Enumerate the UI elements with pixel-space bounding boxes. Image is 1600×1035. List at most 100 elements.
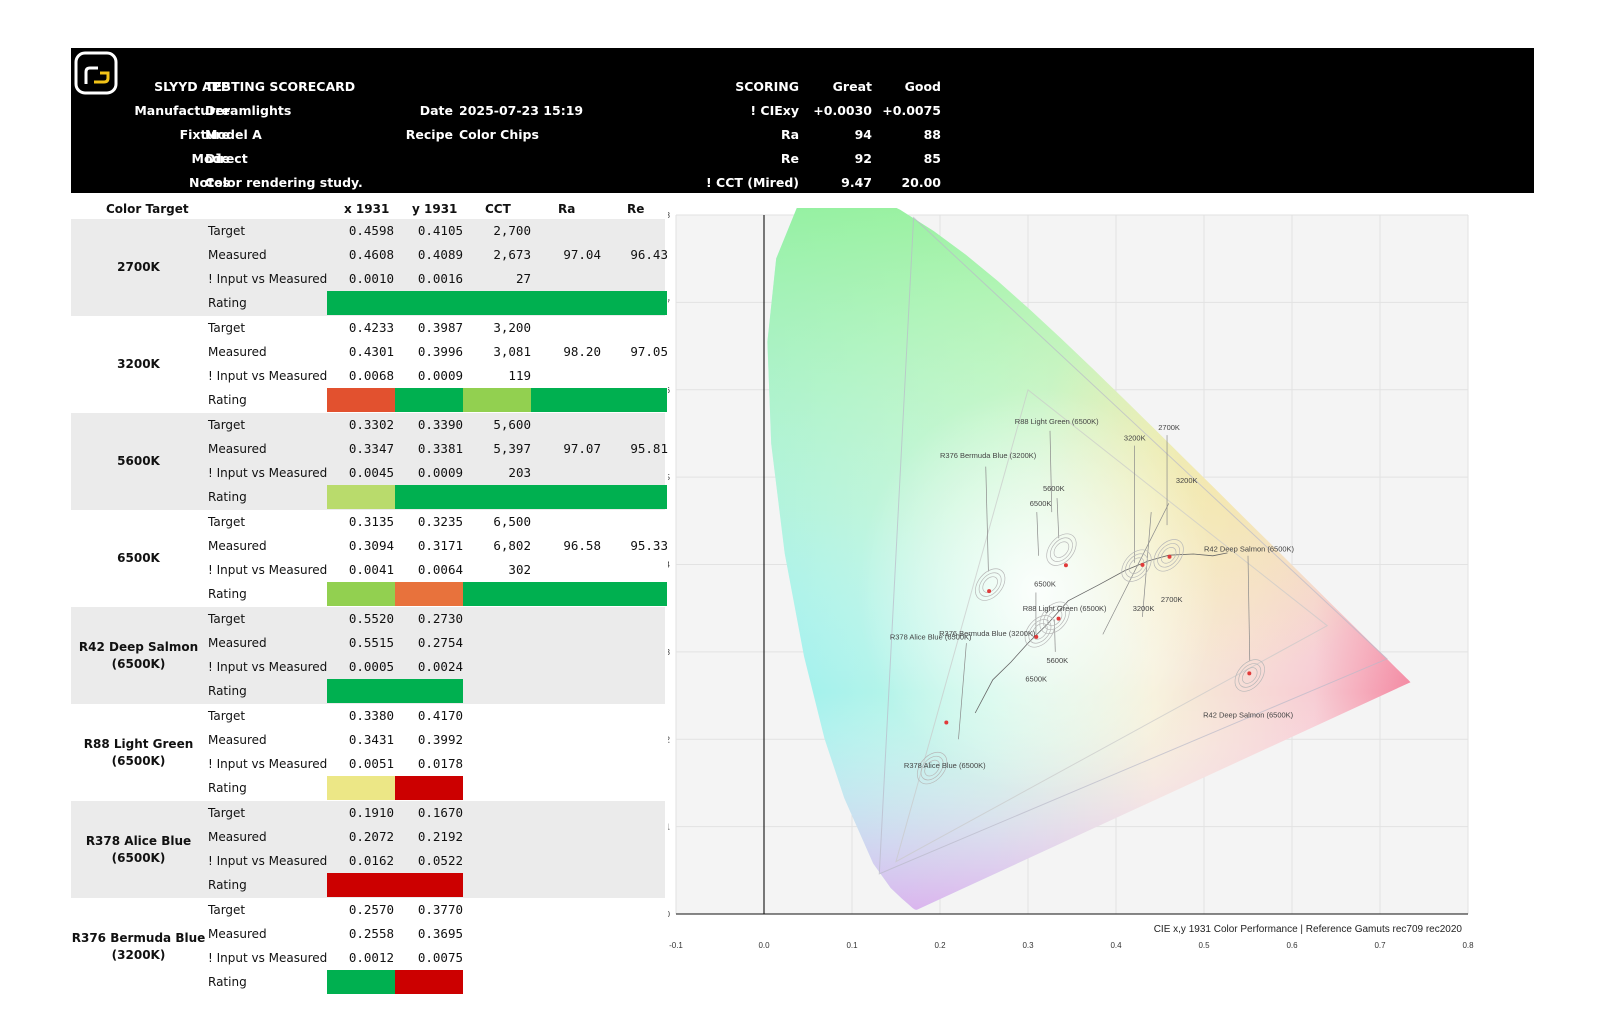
row-label: Rating [208,975,247,989]
target-cct-value: 3,200 [493,320,531,335]
measured-y-value: 0.2754 [417,635,463,650]
planckian-locus-line [974,552,1228,714]
target-ellipse [1050,537,1073,562]
target-ellipse [1238,663,1262,688]
row-label: ! Input vs Measured [208,951,328,965]
chart-annotation: R376 Bermuda Blue (3200K) [940,451,1037,460]
row-label: Rating [208,296,247,310]
delta-x-value: 0.0162 [348,853,394,868]
target-x-value: 0.2570 [348,902,394,917]
rating-bar-segment [395,776,463,800]
row-label: ! Input vs Measured [208,272,328,286]
measured-y-value: 0.3695 [417,926,463,941]
chart-annotation: 5600K [1046,656,1068,665]
leader-line [1049,430,1053,513]
row-label: ! Input vs Measured [208,660,328,674]
target-x-value: 0.1910 [348,805,394,820]
row-label: ! Input vs Measured [208,854,328,868]
y-tick-label: 0.5 [668,473,671,482]
measured-cct-value: 5,397 [493,441,531,456]
chart-annotation: R42 Deep Salmon (6500K) [1203,710,1294,719]
notes-label: Notes [189,175,230,190]
row-label: Rating [208,781,247,795]
chart-annotation: 2700K [1158,423,1180,432]
target-cct-value: 6,500 [493,514,531,529]
measured-ra-value: 96.58 [563,538,601,553]
x-tick-label: 0.1 [846,941,858,950]
delta-x-value: 0.0068 [348,368,394,383]
target-ellipse [982,576,998,593]
target-x-value: 0.4598 [348,223,394,238]
group-title: R376 Bermuda Blue (3200K) [71,930,206,962]
target-ellipse [1157,543,1181,568]
chart-annotation: 3200K [1124,433,1146,442]
row-label: Rating [208,878,247,892]
target-group: R88 Light Green (6500K) Target Measured ! I… [71,704,665,801]
row-label: Target [208,709,246,723]
col-header-color-target: Color Target [106,202,189,216]
x-tick-label: -0.1 [669,941,683,950]
y-tick-label: 0.1 [668,823,671,832]
row-label: Measured [208,927,267,941]
scoring-row-label: ! CIExy [750,103,799,118]
target-cct-value: 2,700 [493,223,531,238]
mode-value: Direct [205,151,248,166]
target-y-value: 0.3235 [417,514,463,529]
scoring-good-value: 85 [923,151,941,166]
measured-cct-value: 3,081 [493,344,531,359]
target-x-value: 0.3380 [348,708,394,723]
delta-y-value: 0.0009 [417,368,463,383]
leader-line [1036,512,1039,556]
target-y-value: 0.3390 [417,417,463,432]
rating-bar-segment [327,776,395,800]
fixture-label: Fixture [179,127,230,142]
target-ellipse [1234,659,1265,692]
chart-annotation: 6500K [1025,675,1047,684]
delta-y-value: 0.0024 [417,659,463,674]
target-group: R378 Alice Blue (6500K) Target Measured ! I… [71,801,665,898]
row-label: Measured [208,345,267,359]
measured-ra-value: 97.04 [563,247,601,262]
notes-value: Color rendering study. [205,175,363,190]
x-tick-label: 0.3 [1022,941,1034,950]
rating-bar-segment [327,582,395,606]
target-group: 5600K Target Measured ! Input vs Measured Ra… [71,413,668,510]
delta-cct-value: 27 [515,271,531,286]
measured-point [1056,616,1061,621]
measured-cct-value: 6,802 [493,538,531,553]
date-value: 2025-07-23 15:19 [459,103,584,118]
scoring-great-value: +0.0030 [813,103,872,118]
spectral-locus-white [767,185,1411,910]
manufacturer-value: Dreamlights [205,103,292,118]
chart-annotation: R378 Alice Blue (6500K) [890,633,972,642]
target-group: R376 Bermuda Blue (3200K) Target Measured!… [71,898,665,995]
rating-bar-segment [327,291,667,315]
x-tick-label: 0.7 [1374,941,1386,950]
x-tick-label: 0.2 [934,941,946,950]
rating-bar-segment [395,582,463,606]
target-ellipse [1160,547,1177,564]
chart-annotation: 3200K [1133,604,1155,613]
measured-point [944,720,949,725]
delta-x-value: 0.0045 [348,465,394,480]
target-ellipse [916,751,948,785]
col-header-ra: Ra [558,202,576,216]
measured-point [1063,563,1068,568]
delta-y-value: 0.0178 [417,756,463,771]
measured-ra-value: 98.20 [563,344,601,359]
cie-chart: R88 Light Green (6500K) 2700K 3200K R376 Be… [659,185,1518,983]
y-tick-label: 0.3 [668,648,671,657]
chart-annotation: R376 Bermuda Blue (3200K) [939,629,1036,638]
target-ellipse [1043,605,1067,630]
date-label: Date [419,103,453,118]
row-label: Rating [208,393,247,407]
x-tick-label: 0.8 [1462,941,1474,950]
chart-annotation: 6500K [1030,499,1052,508]
target-group: 6500K Target Measured ! Input vs Measured Ra… [71,510,668,607]
chart-annotation: 3200K [1176,476,1198,485]
gamut-rec709 [895,388,1329,863]
target-group: 2700K Target Measured ! Input vs Measured Ra… [71,219,668,316]
measured-point [1034,634,1039,639]
measured-point [1167,554,1172,559]
target-x-value: 0.3135 [348,514,394,529]
